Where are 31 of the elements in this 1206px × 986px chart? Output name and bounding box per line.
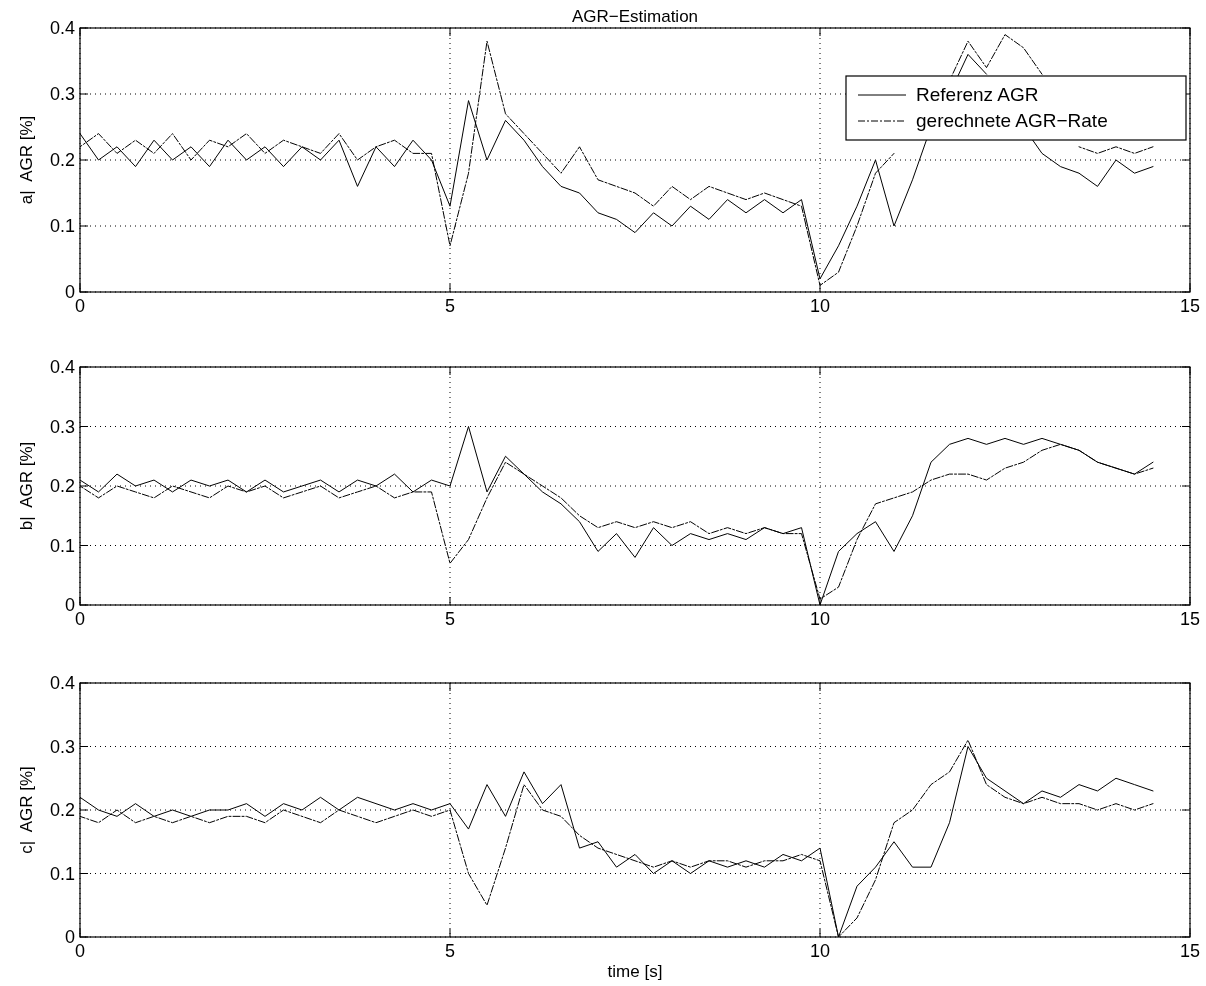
x-tick-label: 5 [444, 296, 456, 316]
x-tick-label: 15 [1179, 941, 1201, 961]
y-tick-label: 0.4 [49, 357, 75, 377]
y-tick-label: 0.2 [49, 800, 75, 820]
legend-label: Referenz AGR [916, 84, 1039, 105]
y-tick-label: 0.1 [49, 535, 75, 556]
y-tick-label: 0.2 [49, 476, 75, 496]
x-tick-label: 10 [809, 296, 831, 316]
y-tick-label: 0.3 [49, 736, 75, 757]
x-tick-label: 5 [444, 609, 456, 629]
x-tick-label: 5 [444, 941, 456, 961]
x-tick-label: 15 [1179, 296, 1201, 316]
y-tick-label: 0.4 [49, 673, 75, 693]
legend-label: gerechnete AGR−Rate [916, 110, 1108, 131]
y-tick-label: 0.1 [49, 863, 75, 884]
y-axis-title: b| AGR [%] [17, 441, 36, 531]
y-tick-label: 0 [64, 282, 75, 302]
y-tick-label: 0 [64, 595, 75, 615]
x-tick-label: 15 [1179, 609, 1201, 629]
x-tick-label: 10 [809, 609, 831, 629]
y-tick-label: 0.3 [49, 416, 75, 437]
y-tick-label: 0.1 [49, 216, 75, 236]
y-tick-label: 0.3 [49, 84, 75, 104]
x-axis-title: time [s] [607, 962, 663, 981]
y-tick-label: 0.2 [49, 150, 75, 170]
y-axis-title: c| AGR [%] [17, 766, 36, 854]
chart-title: AGR−Estimation [571, 7, 699, 26]
x-tick-label: 10 [809, 941, 831, 961]
y-tick-label: 0.4 [49, 18, 75, 38]
y-axis-title: a| AGR [%] [17, 115, 36, 205]
y-tick-label: 0 [64, 927, 75, 947]
